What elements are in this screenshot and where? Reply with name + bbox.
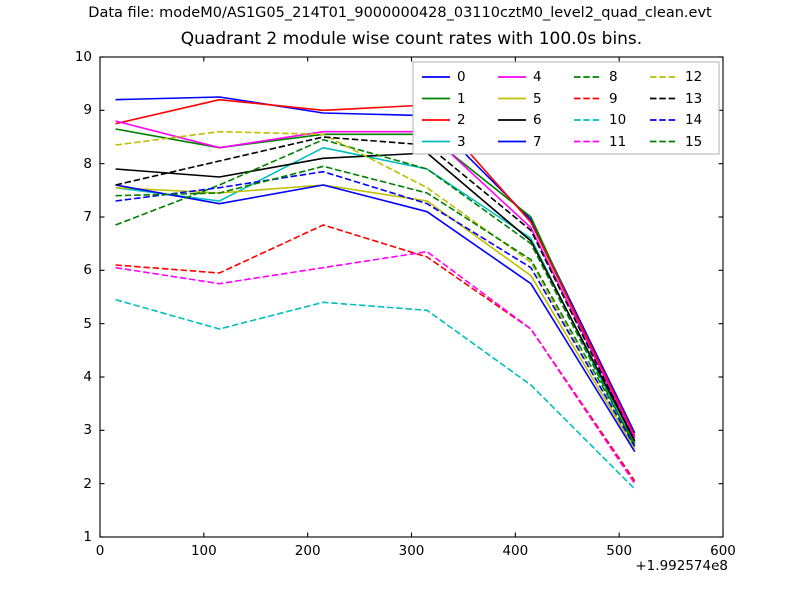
legend-label-13: 13: [685, 90, 703, 107]
series-line-12: [115, 130, 636, 450]
x-tick-label-500: 500: [606, 543, 633, 559]
legend-label-1: 1: [457, 90, 466, 107]
y-tick-label-10: 10: [74, 49, 92, 65]
x-tick-label-600: 600: [710, 543, 736, 559]
legend-label-7: 7: [533, 133, 542, 150]
legend-label-4: 4: [533, 69, 542, 85]
x-tick-label-0: 0: [95, 543, 105, 559]
x-tick-label-300: 300: [398, 543, 425, 559]
legend-label-6: 6: [533, 112, 542, 128]
legend-label-15: 15: [685, 133, 703, 150]
x-tick-label-200: 200: [294, 543, 321, 559]
series-line-1: [115, 128, 636, 444]
x-tick-label-100: 100: [190, 543, 217, 559]
legend-label-0: 0: [457, 69, 466, 85]
legend-label-9: 9: [609, 90, 618, 107]
y-tick-label-7: 7: [83, 209, 92, 225]
legend-label-8: 8: [609, 69, 618, 85]
legend-label-5: 5: [533, 90, 542, 107]
y-tick-label-2: 2: [83, 475, 92, 492]
series-line-13: [115, 136, 636, 442]
figure-suptitle: Data file: modeM0/AS1G05_214T01_90000004…: [88, 5, 712, 21]
legend-handles-group: [422, 76, 678, 143]
x-axis-offset-label: +1.992574e8: [635, 558, 728, 574]
series-line-8: [115, 138, 636, 447]
series-line-9: [115, 224, 636, 482]
y-tick-label-4: 4: [83, 369, 92, 385]
data-lines-group: [115, 96, 636, 490]
y-tick-label-1: 1: [83, 529, 92, 545]
legend-label-12: 12: [685, 69, 703, 85]
axis-tick-marks: [99, 56, 724, 538]
legend-label-10: 10: [609, 112, 627, 128]
legend-label-2: 2: [457, 112, 466, 128]
series-line-4: [115, 120, 636, 439]
legend-box: [412, 61, 720, 155]
series-line-15: [115, 165, 636, 445]
series-line-11: [115, 250, 636, 485]
y-tick-label-5: 5: [83, 315, 92, 332]
series-line-2: [115, 98, 636, 437]
legend-label-3: 3: [457, 133, 466, 150]
series-line-14: [115, 170, 636, 447]
legend-label-14: 14: [685, 112, 703, 128]
series-line-5: [115, 184, 636, 450]
y-tick-label-3: 3: [83, 422, 92, 439]
y-tick-label-6: 6: [83, 262, 92, 279]
x-tick-label-400: 400: [502, 543, 529, 559]
chart-title: Quadrant 2 module wise count rates with …: [180, 29, 643, 49]
legend-label-11: 11: [609, 133, 627, 150]
series-line-6: [115, 152, 636, 442]
series-line-10: [115, 298, 636, 490]
y-tick-label-8: 8: [83, 155, 92, 172]
series-line-7: [115, 184, 636, 453]
y-tick-label-9: 9: [83, 102, 92, 119]
